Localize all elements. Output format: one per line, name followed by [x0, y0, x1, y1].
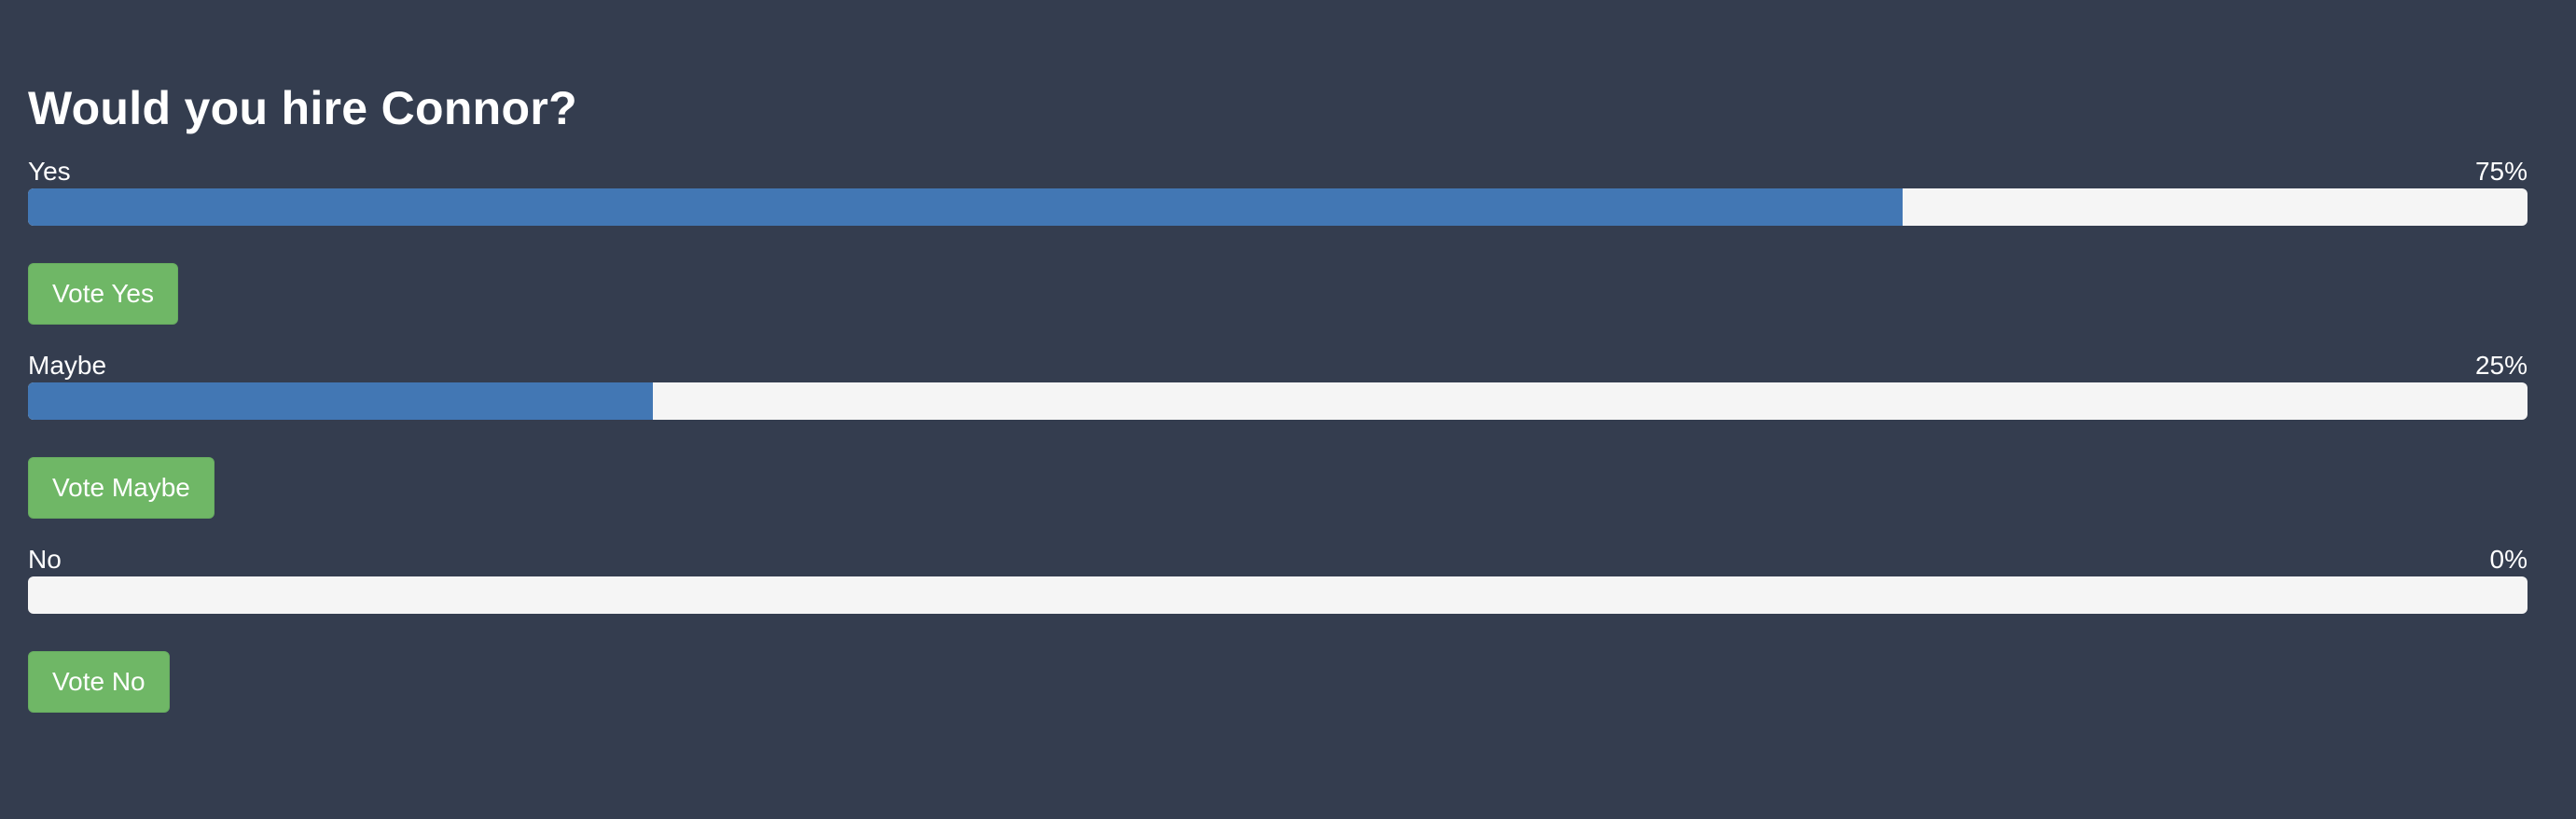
progress-bar-yes	[28, 188, 2528, 226]
option-header: No 0%	[28, 543, 2528, 576]
option-header: Maybe 25%	[28, 349, 2528, 382]
option-label-no: No	[28, 545, 62, 574]
option-percent-no: 0%	[2489, 545, 2528, 574]
option-label-yes: Yes	[28, 157, 71, 186]
progress-bar-no	[28, 576, 2528, 614]
option-label-maybe: Maybe	[28, 351, 107, 380]
progress-fill-yes	[28, 188, 1903, 226]
vote-no-button[interactable]: Vote No	[28, 651, 170, 713]
poll-option-maybe: Maybe 25% Vote Maybe	[28, 349, 2528, 519]
option-percent-maybe: 25%	[2474, 351, 2528, 380]
progress-bar-maybe	[28, 382, 2528, 420]
poll-question: Would you hire Connor?	[28, 82, 577, 134]
option-percent-yes: 75%	[2474, 157, 2528, 186]
option-header: Yes 75%	[28, 155, 2528, 188]
vote-maybe-button[interactable]: Vote Maybe	[28, 457, 215, 519]
poll-option-no: No 0% Vote No	[28, 543, 2528, 713]
progress-fill-maybe	[28, 382, 653, 420]
vote-yes-button[interactable]: Vote Yes	[28, 263, 179, 325]
poll-option-yes: Yes 75% Vote Yes	[28, 155, 2528, 325]
